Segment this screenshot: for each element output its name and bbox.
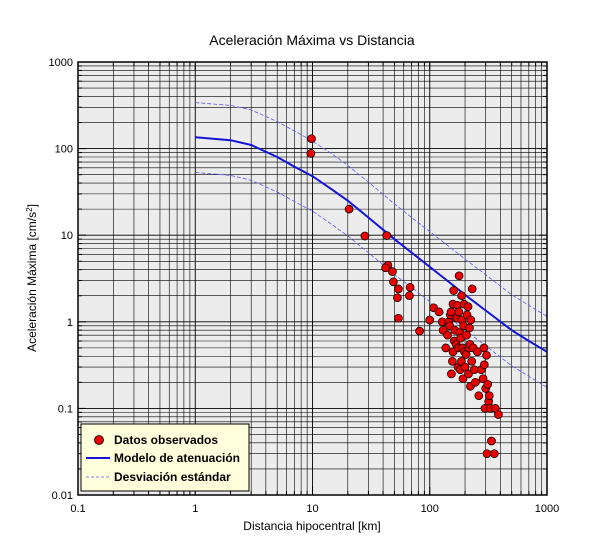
y-tick-labels: 0.01 0.1 1 10 100 1000	[49, 57, 73, 502]
legend: Datos observados Modelo de atenuación De…	[80, 423, 250, 492]
data-point	[405, 291, 414, 301]
chart-title: Aceleración Máxima vs Distancia	[209, 32, 415, 48]
x-tick-label: 10	[306, 503, 318, 515]
x-tick-label: 0.1	[70, 503, 85, 515]
std-line	[195, 102, 548, 317]
data-point	[466, 315, 476, 325]
data-point	[489, 449, 499, 459]
data-point	[457, 291, 466, 301]
x-tick-labels: 0.1 1 10 100 1000	[70, 503, 559, 515]
data-point	[474, 391, 484, 401]
data-point	[389, 277, 398, 287]
y-axis-label-sup: 2	[25, 207, 34, 212]
data-point	[394, 284, 403, 294]
data-point	[462, 330, 471, 340]
axis-ticks	[77, 62, 547, 496]
data-point	[482, 449, 492, 459]
data-point	[415, 326, 424, 336]
data-point	[483, 379, 493, 389]
y-tick-label: 0.01	[52, 490, 73, 502]
y-tick-label: 10	[61, 230, 73, 242]
data-point	[405, 282, 415, 292]
data-point	[487, 436, 496, 446]
data-point	[460, 362, 470, 372]
model-series	[195, 136, 548, 353]
data-point	[443, 330, 452, 340]
data-point	[454, 271, 464, 281]
data-point	[446, 307, 456, 317]
x-tick-label: 1000	[535, 503, 559, 515]
data-point	[465, 323, 474, 333]
data-point	[478, 374, 488, 384]
data-point	[458, 374, 468, 384]
x-axis-label: Distancia hipocentral [km]	[243, 519, 380, 533]
y-tick-label: 1	[67, 317, 73, 329]
data-point	[494, 410, 503, 419]
y-axis-label-main: Aceleración Máxima [cm/s	[25, 212, 39, 352]
data-point	[471, 377, 480, 387]
data-point	[448, 356, 457, 366]
data-point	[388, 267, 397, 276]
y-tick-label: 100	[55, 144, 73, 156]
observed-series	[306, 134, 503, 459]
data-point	[381, 263, 390, 273]
data-point	[382, 231, 392, 240]
legend-label-model: Modelo de atenuación	[114, 451, 240, 465]
data-point	[441, 343, 451, 353]
std-band	[195, 102, 548, 388]
data-point	[467, 356, 477, 366]
y-axis-label: Aceleración Máxima [cm/s2]	[25, 204, 40, 352]
data-point	[482, 350, 491, 360]
legend-label-observed: Datos observados	[114, 433, 218, 447]
data-point	[344, 204, 354, 214]
y-tick-label: 1000	[49, 57, 73, 69]
legend-label-std: Desviación estándar	[114, 470, 231, 484]
x-tick-label: 100	[421, 503, 439, 515]
data-point	[484, 391, 494, 401]
data-point	[425, 315, 435, 325]
data-point	[394, 313, 403, 323]
model-line	[195, 136, 548, 353]
data-point	[447, 369, 456, 379]
data-point	[479, 343, 489, 353]
std-line	[195, 172, 548, 388]
data-point	[473, 347, 482, 357]
x-tick-label: 1	[192, 503, 198, 515]
data-point	[306, 149, 316, 158]
data-point	[307, 134, 316, 144]
data-point	[434, 307, 444, 317]
y-tick-label: 0.1	[58, 403, 73, 415]
data-point	[360, 231, 370, 241]
data-point	[464, 369, 473, 379]
legend-marker-points	[94, 435, 104, 445]
data-point	[479, 360, 489, 370]
data-point	[454, 307, 464, 317]
data-point	[467, 284, 477, 294]
data-point	[449, 286, 459, 295]
data-point	[463, 302, 473, 311]
data-point	[393, 293, 402, 303]
y-axis-label-end: ]	[25, 204, 39, 207]
